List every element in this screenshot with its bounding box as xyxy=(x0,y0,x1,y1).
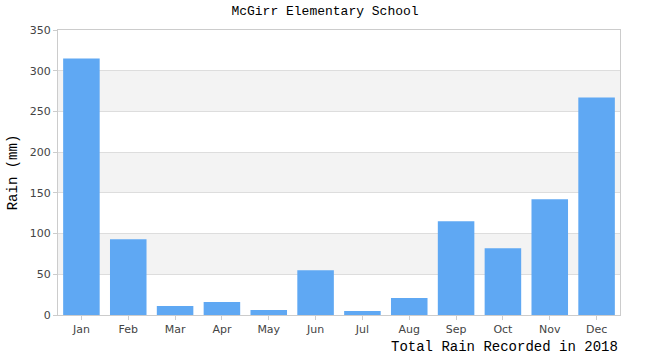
svg-text:0: 0 xyxy=(44,309,51,322)
svg-text:Jul: Jul xyxy=(355,323,369,336)
svg-text:300: 300 xyxy=(30,65,51,78)
svg-text:Oct: Oct xyxy=(493,323,513,336)
svg-text:350: 350 xyxy=(30,24,51,37)
svg-text:200: 200 xyxy=(30,146,51,159)
svg-text:McGirr Elementary School: McGirr Elementary School xyxy=(231,4,418,19)
svg-text:Nov: Nov xyxy=(539,323,561,336)
svg-text:Aug: Aug xyxy=(399,323,420,336)
svg-text:Jan: Jan xyxy=(72,323,90,336)
svg-text:50: 50 xyxy=(37,268,51,281)
svg-text:Total Rain Recorded in 2018: Total Rain Recorded in 2018 xyxy=(391,339,618,355)
svg-text:Sep: Sep xyxy=(446,323,467,336)
svg-text:Rain (mm): Rain (mm) xyxy=(5,135,21,211)
svg-text:250: 250 xyxy=(30,105,51,118)
svg-text:150: 150 xyxy=(30,187,51,200)
svg-text:Apr: Apr xyxy=(212,323,232,336)
svg-text:Mar: Mar xyxy=(165,323,186,336)
svg-text:Jun: Jun xyxy=(306,323,324,336)
svg-text:Feb: Feb xyxy=(119,323,138,336)
svg-text:May: May xyxy=(257,323,280,336)
svg-text:100: 100 xyxy=(30,227,51,240)
svg-text:Dec: Dec xyxy=(586,323,607,336)
